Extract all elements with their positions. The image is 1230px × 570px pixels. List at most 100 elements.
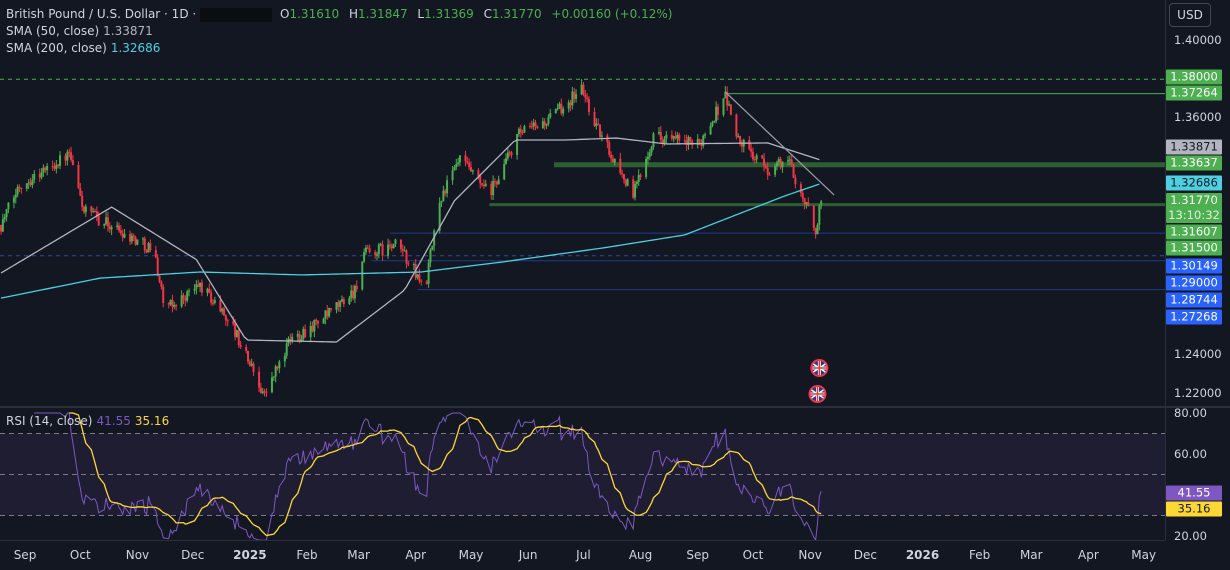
candle-body xyxy=(575,94,578,99)
candle-body xyxy=(431,245,434,250)
price-tag: 1.32686 xyxy=(1166,175,1222,191)
candle-body xyxy=(173,305,176,307)
candle-body xyxy=(709,125,712,135)
candle-body xyxy=(597,123,600,125)
rsi-tick: 80.00 xyxy=(1174,406,1207,420)
candle-body xyxy=(678,134,681,141)
candle-body xyxy=(492,181,495,196)
candle-body xyxy=(814,227,817,235)
price-chart[interactable] xyxy=(0,0,1165,406)
candle-body xyxy=(685,140,688,146)
candle-body xyxy=(311,325,314,332)
candle-body xyxy=(420,280,423,282)
candle-body xyxy=(95,211,98,216)
candle-body xyxy=(340,299,343,302)
candle-body xyxy=(805,202,808,204)
candle-body xyxy=(790,159,793,165)
rsi-tag: 41.55 xyxy=(1166,485,1222,501)
symbol-title[interactable]: British Pound / U.S. Dollar · 1D · xyxy=(6,7,197,21)
candle-body xyxy=(523,126,526,133)
candle-body xyxy=(162,286,165,303)
rsi-chart[interactable] xyxy=(0,408,1165,540)
candle-body xyxy=(639,174,642,177)
candle-body xyxy=(105,217,108,224)
candle-body xyxy=(777,158,780,163)
candle-body xyxy=(683,140,686,142)
time-label: Sep xyxy=(686,548,709,562)
candle-body xyxy=(722,98,725,115)
candle-body xyxy=(239,345,242,347)
candle-body xyxy=(493,181,496,183)
sma50-legend[interactable]: SMA (50, close) 1.33871 xyxy=(6,24,153,38)
candle-body xyxy=(399,239,402,249)
candle-body xyxy=(792,164,795,178)
candle-body xyxy=(763,158,766,167)
candle-body xyxy=(672,136,675,139)
symbol-row: British Pound / U.S. Dollar · 1D · O1.31… xyxy=(6,6,678,23)
candle-body xyxy=(12,197,15,203)
candle-body xyxy=(206,288,209,293)
time-label: Mar xyxy=(347,548,370,562)
candle-body xyxy=(716,106,719,115)
candle-body xyxy=(794,177,797,185)
candle-body xyxy=(14,194,17,198)
candle-body xyxy=(272,376,275,378)
candle-body xyxy=(136,239,139,245)
candle-body xyxy=(329,308,332,310)
candle-body xyxy=(234,324,237,337)
time-label: Nov xyxy=(798,548,822,562)
price-axis[interactable] xyxy=(1165,0,1230,540)
candle-body xyxy=(739,135,742,144)
candle-body xyxy=(160,281,163,287)
uk-flag-icon xyxy=(808,385,827,403)
candle-body xyxy=(57,164,60,167)
candle-body xyxy=(740,143,743,147)
time-axis[interactable] xyxy=(0,540,1165,570)
currency-button[interactable]: USD xyxy=(1169,3,1211,27)
candle-body xyxy=(755,155,758,160)
candle-body xyxy=(59,155,62,167)
candle-body xyxy=(315,319,318,322)
uk-flag-icon xyxy=(810,359,829,377)
candle-body xyxy=(562,108,565,114)
candle-body xyxy=(265,391,268,393)
candle-body xyxy=(748,139,751,150)
pane-separator[interactable] xyxy=(0,406,1230,408)
rsi-legend[interactable]: RSI (14, close) 41.55 35.16 xyxy=(6,414,170,428)
candle-body xyxy=(468,162,471,168)
candle-body xyxy=(263,391,266,393)
candle-body xyxy=(816,224,819,235)
candle-body xyxy=(698,139,701,141)
candle-body xyxy=(353,285,356,299)
candle-body xyxy=(587,99,590,112)
candle-body xyxy=(195,284,198,289)
candle-body xyxy=(611,158,614,163)
candle-body xyxy=(248,361,251,366)
candle-body xyxy=(352,290,355,299)
candle-body xyxy=(84,206,87,213)
candle-body xyxy=(103,223,106,226)
candle-body xyxy=(484,183,487,187)
candle-body xyxy=(610,154,613,159)
candle-body xyxy=(210,292,213,303)
time-label: Dec xyxy=(853,548,878,562)
candle-body xyxy=(818,205,821,225)
candle-body xyxy=(291,336,294,341)
candle-body xyxy=(355,285,358,290)
candle-body xyxy=(764,166,767,168)
candle-body xyxy=(807,202,810,207)
candle-body xyxy=(221,308,224,312)
candle-body xyxy=(388,244,391,246)
candle-body xyxy=(92,211,95,213)
candle-body xyxy=(637,174,640,183)
candle-body xyxy=(211,302,214,304)
candle-body xyxy=(600,135,603,137)
candle-body xyxy=(534,122,537,127)
time-label: Jul xyxy=(576,548,591,562)
candle-body xyxy=(0,224,3,232)
candle-body xyxy=(490,183,493,196)
candle-body xyxy=(803,198,806,204)
sma200-legend[interactable]: SMA (200, close) 1.32686 xyxy=(6,41,161,55)
candle-body xyxy=(296,334,299,337)
candle-body xyxy=(97,215,100,226)
